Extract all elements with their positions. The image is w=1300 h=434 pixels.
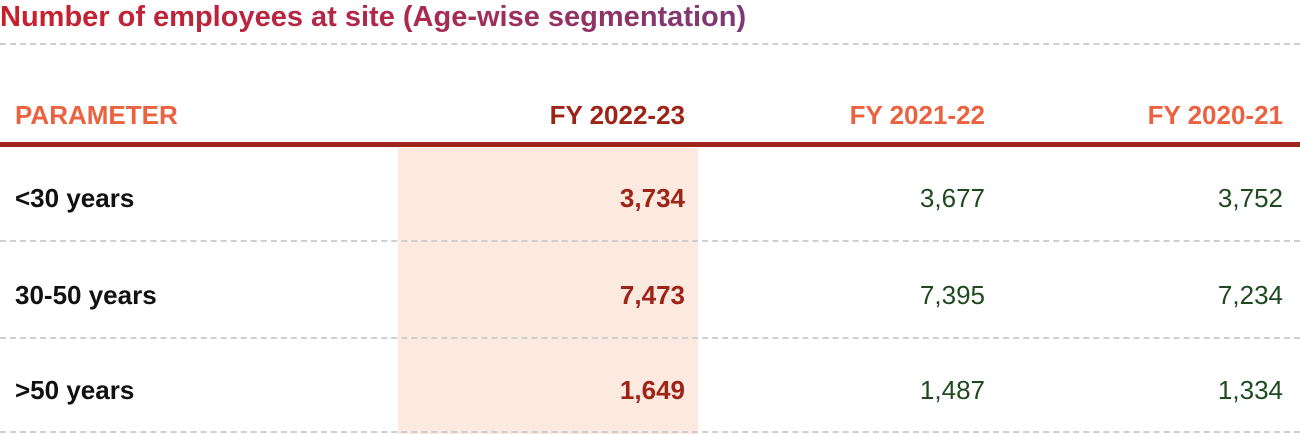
row-label: <30 years (15, 183, 135, 213)
row-label: 30-50 years (15, 280, 157, 310)
cell-value: 7,234 (1217, 280, 1283, 310)
title: Number of employees at site (Age-wise se… (0, 1, 747, 33)
cell-value: 3,752 (1217, 183, 1283, 213)
row-divider (0, 337, 1300, 339)
column-header: FY 2021-22 (849, 100, 985, 130)
column-highlight (398, 148, 698, 434)
cell-value: 1,334 (1217, 375, 1283, 405)
title-divider (0, 43, 1300, 45)
cell-value: 7,473 (619, 280, 685, 310)
cell-value: 3,677 (919, 183, 985, 213)
column-header: FY 2020-21 (1147, 100, 1283, 130)
row-divider (0, 431, 1300, 433)
row-label: >50 years (15, 375, 135, 405)
cell-value: 1,487 (919, 375, 985, 405)
column-header: FY 2022-23 (549, 100, 685, 130)
column-header: PARAMETER (15, 100, 178, 130)
header-rule (0, 142, 1300, 147)
cell-value: 1,649 (619, 375, 685, 405)
cell-value: 7,395 (919, 280, 985, 310)
row-divider (0, 240, 1300, 242)
cell-value: 3,734 (619, 183, 685, 213)
